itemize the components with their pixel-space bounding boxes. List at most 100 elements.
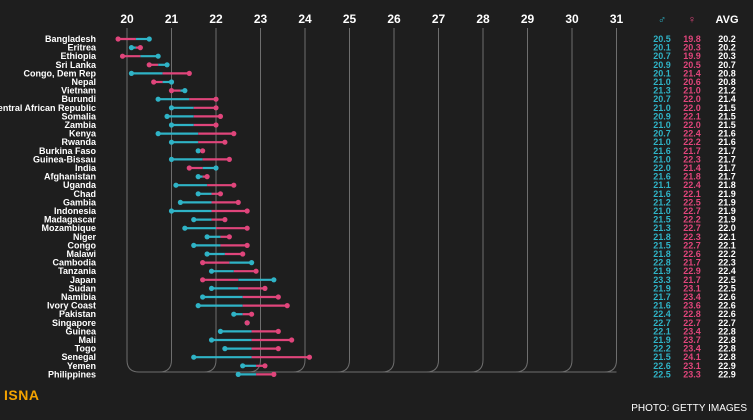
female-value: 20.3 — [683, 43, 701, 53]
country-label: Yemen — [67, 361, 96, 371]
x-tick-label: 31 — [610, 12, 624, 26]
country-row: Mali 21.9 23.7 22.8 — [78, 335, 735, 345]
female-value: 22.3 — [683, 154, 701, 164]
avg-value: 22.9 — [718, 369, 736, 379]
male-point — [213, 165, 219, 171]
country-label: Senegal — [61, 352, 96, 362]
female-value: 22.8 — [683, 309, 701, 319]
avg-value: 21.6 — [718, 129, 736, 139]
male-point — [249, 260, 255, 266]
male-point — [173, 182, 179, 188]
female-value: 22.0 — [683, 94, 701, 104]
male-point — [168, 79, 175, 85]
female-value: 23.1 — [683, 361, 701, 371]
country-label: Philippines — [48, 369, 96, 379]
female-value: 21.7 — [683, 275, 701, 285]
country-label: India — [75, 163, 97, 173]
x-tick-label: 24 — [298, 12, 312, 26]
grid-line — [337, 28, 350, 373]
female-value: 23.7 — [683, 335, 701, 345]
country-label: Mozambique — [41, 223, 96, 233]
country-row: Ivory Coast 21.6 23.6 22.6 — [47, 301, 736, 311]
female-value: 22.9 — [683, 266, 701, 276]
female-point — [240, 251, 246, 257]
country-row: Ethiopia 20.7 19.9 20.3 — [61, 51, 736, 61]
avg-value: 22.1 — [718, 240, 736, 250]
male-point — [195, 174, 201, 180]
male-value: 22.0 — [653, 163, 671, 173]
country-row: Congo 21.5 22.7 22.1 — [68, 240, 736, 250]
female-value: 23.4 — [683, 326, 701, 336]
avg-value: 21.7 — [718, 163, 736, 173]
country-row: Central African Republic 21.0 22.0 21.5 — [0, 103, 736, 113]
female-point — [200, 260, 206, 266]
male-point — [195, 191, 201, 197]
female-point — [275, 346, 281, 352]
female-point — [244, 208, 250, 214]
male-point — [164, 62, 170, 68]
male-value: 21.0 — [653, 206, 671, 216]
male-point — [168, 156, 175, 162]
male-value: 21.3 — [653, 86, 671, 96]
country-label: Bangladesh — [45, 34, 96, 44]
female-value: 22.5 — [683, 197, 701, 207]
grid-line — [292, 28, 306, 373]
grid-line — [381, 28, 395, 373]
male-value: 21.6 — [653, 172, 671, 182]
country-row: Congo, Dem Rep 20.1 21.4 20.8 — [23, 68, 735, 78]
country-label: Congo — [68, 240, 97, 250]
x-tick-label: 21 — [165, 12, 179, 26]
country-label: Sri Lanka — [55, 60, 97, 70]
avg-value: 21.9 — [718, 197, 736, 207]
x-tick-label: 28 — [476, 12, 490, 26]
male-value: 22.4 — [653, 309, 671, 319]
female-point — [244, 320, 250, 326]
male-point — [208, 337, 215, 343]
female-value: 24.1 — [683, 352, 701, 362]
country-row: Philippines 22.5 23.3 22.9 — [48, 369, 736, 379]
male-point — [217, 328, 224, 334]
female-value: 22.0 — [683, 120, 701, 130]
country-row: Togo 22.2 23.4 22.8 — [75, 344, 736, 354]
female-value: 22.2 — [683, 215, 701, 225]
avg-value: 21.2 — [718, 86, 736, 96]
country-label: Vietnam — [61, 86, 96, 96]
male-point — [155, 53, 161, 59]
female-point — [275, 294, 281, 300]
country-label: Ivory Coast — [47, 301, 96, 311]
avg-value: 22.8 — [718, 335, 736, 345]
male-value: 20.9 — [653, 111, 671, 121]
male-value: 21.5 — [653, 352, 671, 362]
avg-value: 20.2 — [718, 34, 736, 44]
female-point — [244, 225, 250, 231]
grid-line — [470, 28, 484, 373]
avg-value: 22.0 — [718, 223, 736, 233]
female-value: 19.9 — [683, 51, 701, 61]
male-symbol-header: ♂ — [658, 14, 666, 26]
country-label: Ethiopia — [61, 51, 97, 61]
male-value: 21.3 — [653, 223, 671, 233]
country-row: Chad 21.6 22.1 21.9 — [74, 189, 736, 199]
female-point — [217, 191, 224, 197]
female-point — [213, 105, 219, 111]
avg-value: 20.7 — [718, 60, 736, 70]
male-value: 21.1 — [653, 180, 671, 190]
avg-value: 22.3 — [718, 258, 736, 268]
country-label: Afghanistan — [44, 172, 96, 182]
isna-logo: ISNA — [4, 387, 40, 403]
female-point — [262, 363, 268, 369]
grid-line — [159, 28, 172, 373]
grid-line — [515, 28, 528, 373]
avg-value: 21.5 — [718, 111, 736, 121]
female-value: 22.4 — [683, 129, 701, 139]
male-point — [168, 139, 175, 145]
avg-value: 21.9 — [718, 215, 736, 225]
male-point — [168, 122, 175, 128]
grid-line — [426, 28, 439, 373]
male-point — [177, 199, 183, 205]
male-point — [240, 363, 246, 369]
avg-value: 22.8 — [718, 352, 736, 362]
female-value: 22.3 — [683, 232, 701, 242]
male-point — [191, 217, 197, 223]
female-point — [271, 371, 277, 377]
